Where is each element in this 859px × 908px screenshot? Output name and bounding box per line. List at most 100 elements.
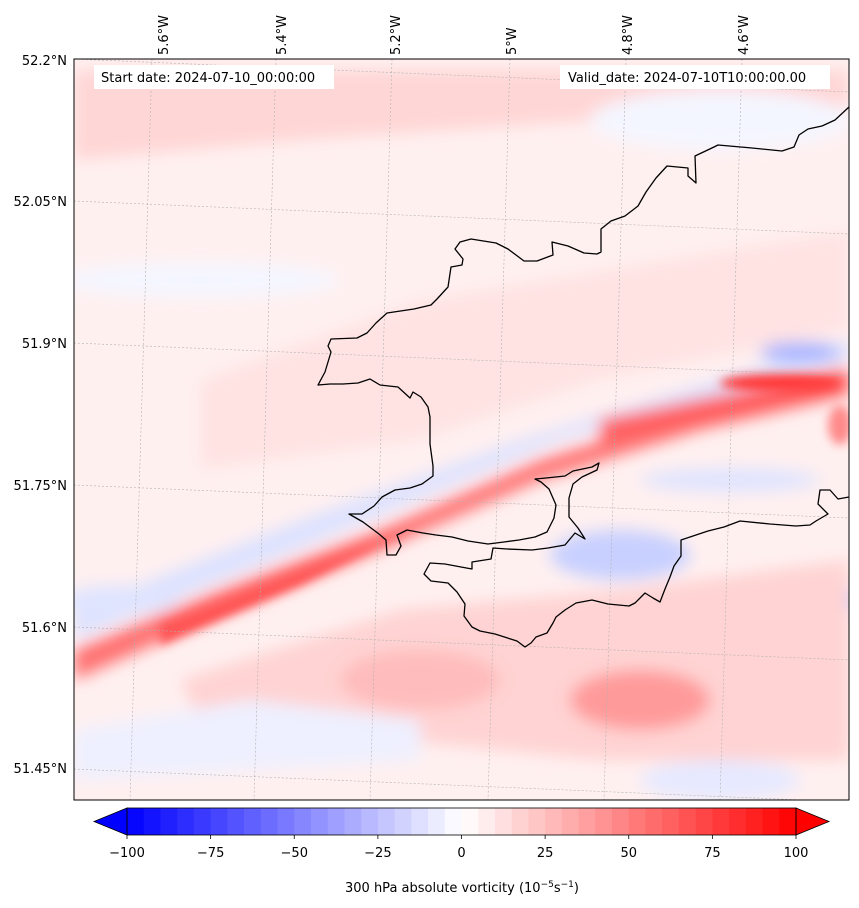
colorbar-tick-label: 25 xyxy=(537,846,554,861)
colorbar-cell xyxy=(561,808,579,835)
colorbar-cell xyxy=(578,808,596,835)
local-maximum-east xyxy=(828,405,849,445)
lower-positive-core-2 xyxy=(340,650,500,710)
colorbar-cell xyxy=(545,808,563,835)
colorbar-cell xyxy=(428,808,446,835)
negative-patch-bay xyxy=(550,530,690,580)
lon-tick-label: 5.2°W xyxy=(389,15,404,55)
colorbar-cell xyxy=(193,808,212,835)
lat-tick-label: 51.6°N xyxy=(22,621,67,636)
colorbar-cell xyxy=(143,808,161,835)
map-frame xyxy=(73,58,850,801)
lon-tick-label: 5.6°W xyxy=(157,15,172,55)
coastline-north xyxy=(317,106,849,648)
colorbar-tick-label: 50 xyxy=(620,846,637,861)
colorbar-tick-label: −100 xyxy=(109,846,145,861)
colorbar-cell xyxy=(712,808,730,835)
valid-date-box xyxy=(560,65,830,89)
colorbar-cell xyxy=(377,808,396,835)
valid-date-label: Valid_date: 2024-07-10T10:00:00.00 xyxy=(568,71,806,86)
field-highlights xyxy=(160,374,849,645)
meridian-line xyxy=(487,59,511,800)
colorbar-extend-max xyxy=(795,807,831,836)
colorbar-extend-min xyxy=(92,807,128,836)
meridian-line xyxy=(603,59,627,800)
field-anomalies xyxy=(74,70,849,800)
colorbar-cell xyxy=(779,808,797,835)
colorbar-cell xyxy=(628,808,646,835)
colorbar: −100 −75 −50 −25 0 25 50 75 100 300 hPa absolute… xyxy=(92,807,831,896)
colorbar-cell xyxy=(762,808,780,835)
colorbar-cell xyxy=(695,808,713,835)
upper-right-negative-patch xyxy=(590,90,849,150)
colorbar-label: 300 hPa absolute vorticity (10−5s−1) xyxy=(345,880,579,896)
colorbar-cell xyxy=(160,808,178,835)
latitude-ticks: 52.2°N 52.05°N 51.9°N 51.75°N 51.6°N 51.… xyxy=(14,54,67,777)
lat-tick-label: 51.75°N xyxy=(14,479,67,494)
negative-patch-southwest xyxy=(74,585,180,615)
start-date-box xyxy=(94,65,334,89)
colorbar-cell xyxy=(745,808,763,835)
colorbar-cell xyxy=(361,808,379,835)
negative-band-lower xyxy=(74,700,420,780)
jet-maximum-east xyxy=(720,374,840,392)
colorbar-tick-label: 75 xyxy=(704,846,721,861)
colorbar-cell xyxy=(528,808,546,835)
colorbar-cell xyxy=(729,808,747,835)
negative-band-upper xyxy=(74,340,849,640)
colorbar-tick-label: −50 xyxy=(281,846,308,861)
colorbar-cell xyxy=(411,808,429,835)
colorbar-cell xyxy=(344,808,362,835)
colorbar-cell xyxy=(678,808,697,835)
colorbar-tick-label: −75 xyxy=(197,846,224,861)
lat-tick-label: 52.05°N xyxy=(14,195,67,210)
colorbar-tick-label: −25 xyxy=(364,846,391,861)
colorbar-ticks: −100 −75 −50 −25 0 25 50 75 100 xyxy=(109,835,808,861)
colorbar-cell xyxy=(327,808,345,835)
parallel-line xyxy=(74,342,849,377)
colorbar-tick-label: 0 xyxy=(457,846,465,861)
lon-tick-label: 5°W xyxy=(505,27,520,55)
colorbar-cell xyxy=(244,808,262,835)
lower-positive-core xyxy=(570,670,710,730)
colorbar-cell xyxy=(444,808,462,835)
longitude-ticks: 5.6°W 5.4°W 5.2°W 5°W 4.8°W 4.6°W xyxy=(157,15,752,55)
lat-tick-label: 51.9°N xyxy=(22,337,67,352)
colorbar-cell xyxy=(662,808,680,835)
negative-patch-east xyxy=(760,342,840,362)
parallel-line xyxy=(74,484,849,519)
lon-tick-label: 5.4°W xyxy=(275,15,290,55)
colorbar-cell xyxy=(310,808,329,835)
graticule xyxy=(74,59,849,800)
lon-tick-label: 4.6°W xyxy=(737,15,752,55)
meridian-line xyxy=(369,59,393,800)
colorbar-tick-label: 100 xyxy=(784,846,809,861)
lat-tick-label: 52.2°N xyxy=(22,54,67,69)
colorbar-cells xyxy=(127,808,797,835)
colorbar-cell xyxy=(260,808,278,835)
lon-tick-label: 4.8°W xyxy=(621,15,636,55)
colorbar-cell xyxy=(177,808,195,835)
colorbar-cell xyxy=(461,808,479,835)
jet-maximum xyxy=(160,525,420,645)
negative-patch-south xyxy=(640,468,820,492)
colorbar-cell xyxy=(494,808,513,835)
colorbar-cell xyxy=(394,808,412,835)
colorbar-cell xyxy=(227,808,245,835)
coastline xyxy=(317,106,849,648)
colorbar-cell xyxy=(277,808,295,835)
parallel-line xyxy=(74,626,849,661)
colorbar-cell xyxy=(210,808,228,835)
colorbar-cell xyxy=(478,808,496,835)
meridian-line xyxy=(129,59,153,800)
meridian-line xyxy=(253,59,277,800)
upper-positive-band xyxy=(74,70,849,160)
mid-positive-region xyxy=(200,230,849,470)
colorbar-cell xyxy=(511,808,529,835)
start-date-label: Start date: 2024-07-10_00:00:00 xyxy=(101,71,315,86)
negative-patch-bottom xyxy=(640,760,800,800)
colorbar-cell xyxy=(127,808,145,835)
meridian-line xyxy=(719,59,743,800)
parallel-line xyxy=(74,59,849,93)
